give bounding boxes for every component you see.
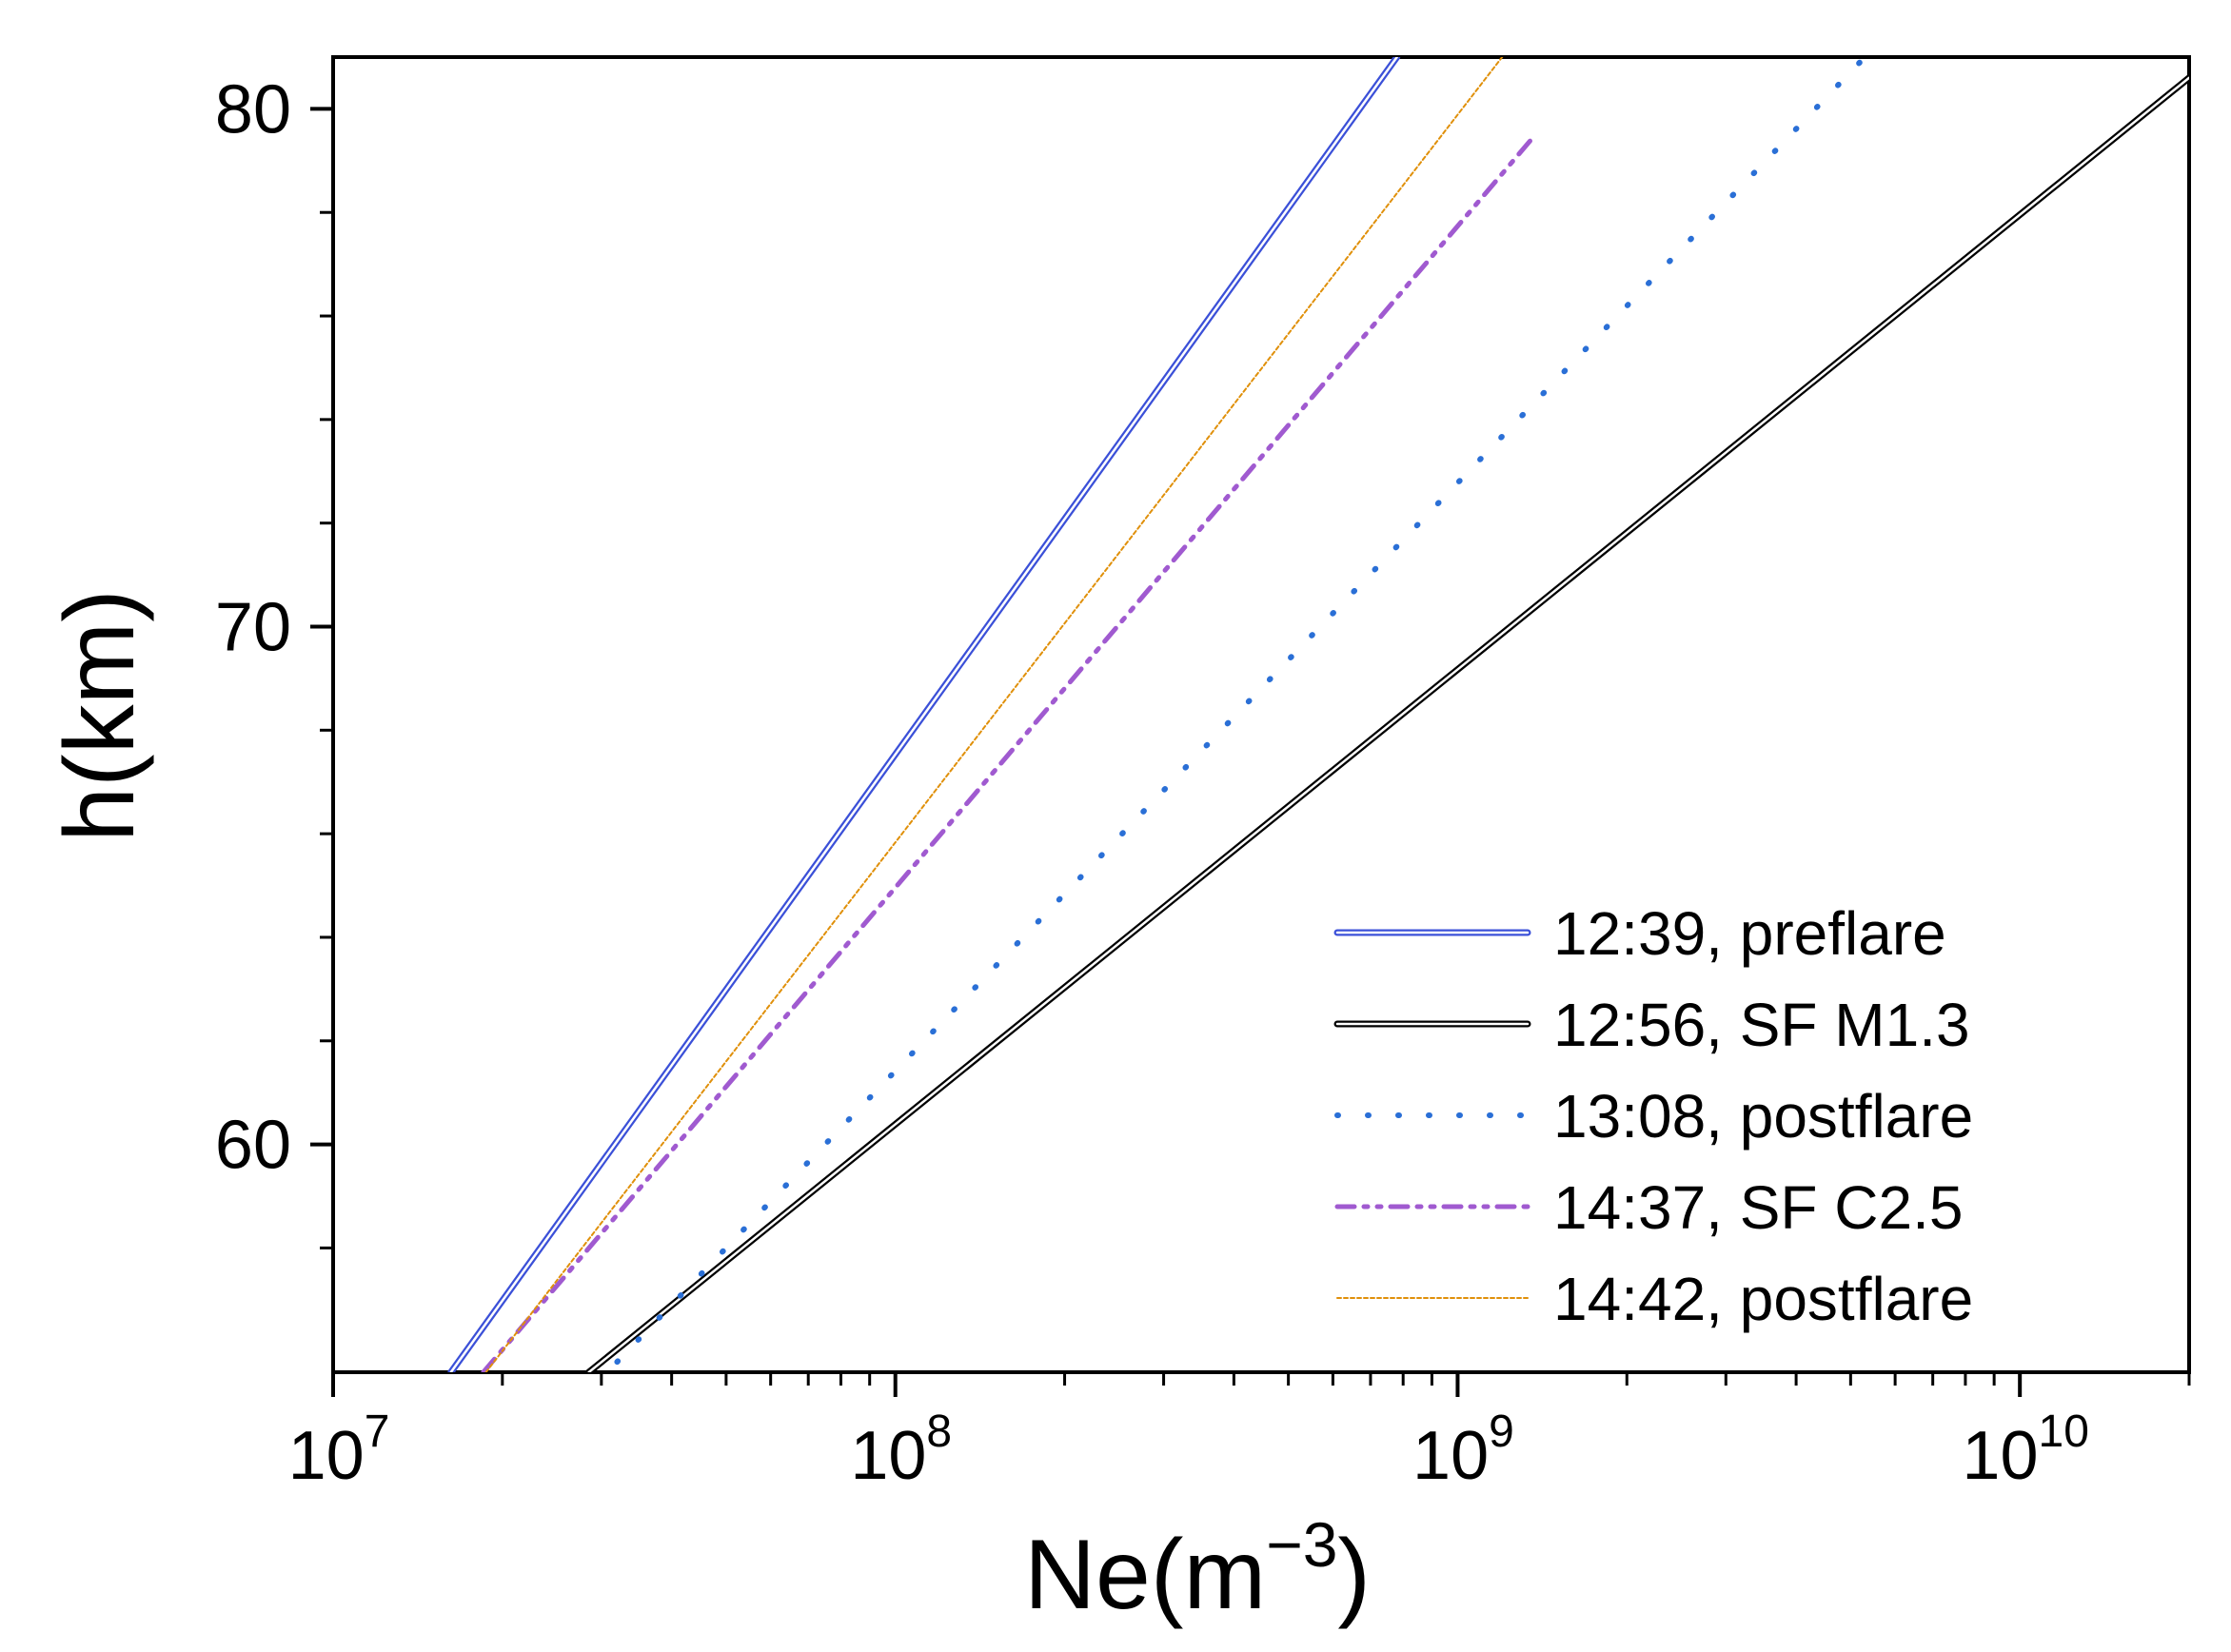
x-axis-title-exponent: −3 bbox=[1266, 1509, 1337, 1580]
x-tick-exponent: 8 bbox=[926, 1406, 952, 1457]
x-axis-title-base: Ne(m bbox=[1024, 1520, 1266, 1630]
x-tick-label: 109 bbox=[1412, 1406, 1514, 1494]
x-tick-exponent: 10 bbox=[2039, 1406, 2089, 1457]
x-tick-base: 10 bbox=[1412, 1418, 1489, 1494]
legend-label: 13:08, postflare bbox=[1553, 1082, 1973, 1150]
legend-label: 14:42, postflare bbox=[1553, 1265, 1973, 1333]
series-layer bbox=[447, 57, 2189, 1372]
series-line-5 bbox=[484, 57, 1504, 1372]
x-tick-exponent: 7 bbox=[365, 1406, 390, 1457]
series-line-1-core bbox=[449, 57, 1398, 1372]
plot-frame bbox=[331, 55, 2191, 1374]
x-tick-label: 108 bbox=[850, 1406, 952, 1494]
x-axis-title: Ne(m−3) bbox=[1024, 1509, 1371, 1630]
x-tick-base: 10 bbox=[288, 1418, 365, 1494]
x-tick-exponent: 9 bbox=[1489, 1406, 1514, 1457]
legend-label: 12:56, SF M1.3 bbox=[1553, 991, 1970, 1059]
series-line-4 bbox=[481, 137, 1533, 1372]
y-axis-title: h(km) bbox=[45, 589, 155, 842]
legend: 12:39, preflare 12:56, SF M1.3 13:08, post… bbox=[1333, 899, 1973, 1333]
y-tick-label: 70 bbox=[215, 590, 291, 666]
y-axis-ticks: 60 70 80 bbox=[215, 71, 333, 1249]
x-tick-label: 1010 bbox=[1962, 1406, 2088, 1494]
y-tick-label: 60 bbox=[215, 1108, 291, 1184]
x-axis-title-close: ) bbox=[1337, 1520, 1371, 1630]
x-tick-base: 10 bbox=[1962, 1418, 2038, 1494]
y-tick-label: 80 bbox=[215, 71, 291, 148]
x-tick-base: 10 bbox=[850, 1418, 926, 1494]
x-tick-label: 107 bbox=[288, 1406, 390, 1494]
x-axis-ticks: 107 108 109 1010 bbox=[288, 1372, 2191, 1494]
series-line-3 bbox=[614, 57, 1868, 1366]
series-line-2-core bbox=[587, 76, 2189, 1372]
legend-label: 12:39, preflare bbox=[1553, 899, 1946, 968]
legend-label: 14:37, SF C2.5 bbox=[1553, 1173, 1963, 1242]
